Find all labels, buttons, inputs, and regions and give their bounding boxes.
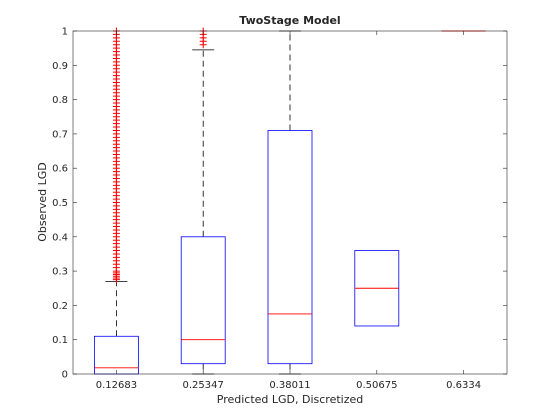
y-axis-label: Observed LGD [36,162,49,242]
y-tick-label: 0.3 [52,267,68,278]
axes: 0 0.1 0.2 0.3 0.4 0.5 0.6 0.7 0.8 0.9 1 0.12683 0.25… [52,27,508,391]
y-tick-label: 0.8 [52,95,68,106]
y-tick-label: 0.6 [52,164,68,175]
x-tick-label: 0.6334 [446,380,481,391]
chart-title: TwoStage Model [239,14,340,27]
y-tick-label: 1 [62,27,68,38]
y-tick-label: 0.7 [52,129,68,140]
box-group [94,27,139,375]
y-tick-label: 0 [62,370,68,381]
plot-area [73,31,507,374]
y-tick-label: 0.5 [52,198,68,209]
x-axis-label: Predicted LGD, Discretized [217,393,364,406]
x-tick-label: 0.50675 [356,380,397,391]
y-tick-label: 0.2 [52,301,68,312]
x-tick-label: 0.12683 [96,380,137,391]
x-tick-label: 0.38011 [269,380,310,391]
x-tick-label: 0.25347 [183,380,224,391]
y-tick-label: 0.1 [52,335,68,346]
y-tick-label: 0.4 [52,232,68,243]
y-tick-label: 0.9 [52,61,68,72]
box [267,130,313,365]
box-group [354,250,400,327]
box [180,236,226,365]
